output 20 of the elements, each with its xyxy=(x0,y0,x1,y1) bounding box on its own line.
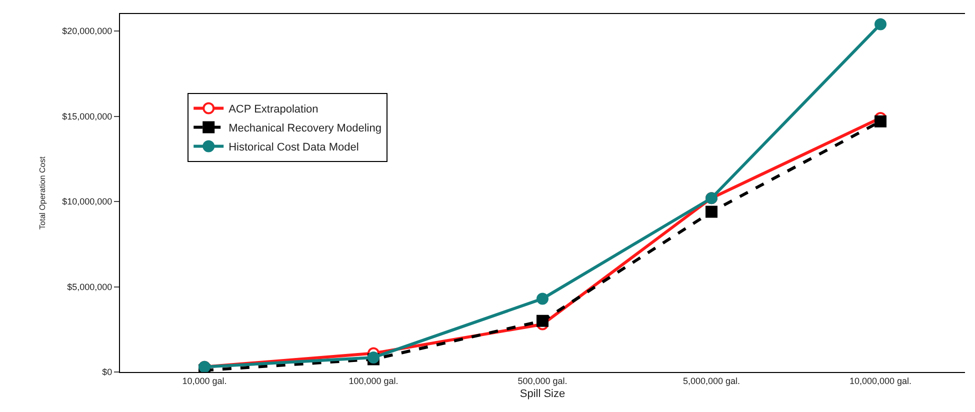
point xyxy=(536,292,548,305)
point xyxy=(706,206,718,218)
legend-label: ACP Extrapolation xyxy=(228,104,318,116)
legend-label: Mechanical Recovery Modeling xyxy=(228,122,382,135)
x-tick-label: 5,000,000 gal. xyxy=(682,376,740,386)
legend-label: Historical Cost Data Model xyxy=(228,142,359,154)
x-tick-label: 10,000,000 gal. xyxy=(849,376,912,386)
x-tick-label: 500,000 gal. xyxy=(518,376,568,386)
x-tick-label: 10,000 gal. xyxy=(182,376,227,386)
point xyxy=(536,314,548,327)
y-tick-label: $10,000,000 xyxy=(62,196,112,207)
y-tick-label: $0 xyxy=(102,367,112,378)
point xyxy=(874,18,886,30)
point xyxy=(874,115,886,128)
x-axis-title: Spill Size xyxy=(520,388,566,400)
y-tick-label: $15,000,000 xyxy=(62,111,112,122)
y-axis-title: Total Operation Cost xyxy=(38,156,47,230)
y-tick-label: $5,000,000 xyxy=(67,282,112,292)
x-tick-label: 100,000 gal. xyxy=(348,376,398,386)
y-tick-label: $20,000,000 xyxy=(62,26,112,36)
